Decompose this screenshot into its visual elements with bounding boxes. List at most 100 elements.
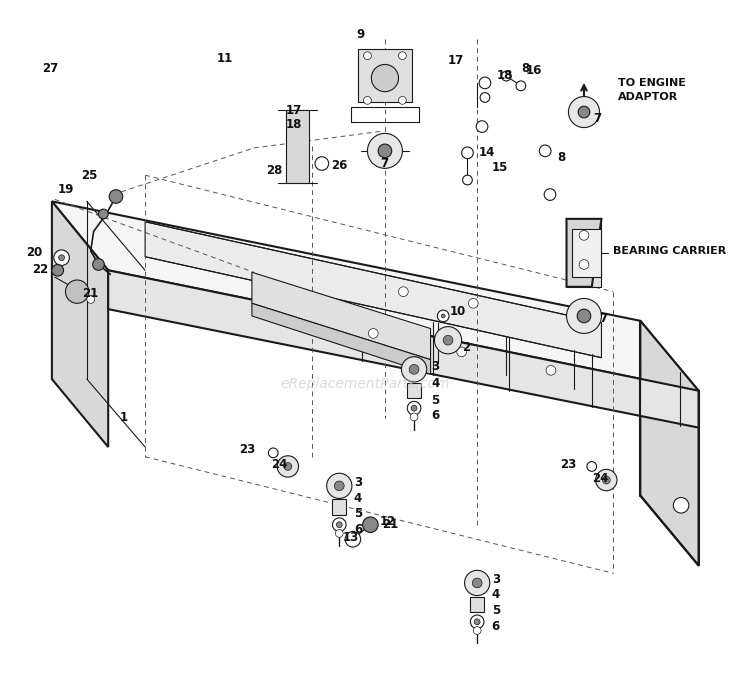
Text: 4: 4 bbox=[492, 588, 500, 601]
Text: 11: 11 bbox=[217, 52, 233, 65]
Circle shape bbox=[337, 522, 342, 528]
Circle shape bbox=[284, 463, 292, 471]
Text: 17: 17 bbox=[448, 54, 464, 67]
Text: 16: 16 bbox=[526, 64, 542, 76]
Circle shape bbox=[674, 498, 688, 513]
Text: 17: 17 bbox=[286, 104, 302, 117]
Circle shape bbox=[364, 97, 371, 104]
Text: 6: 6 bbox=[492, 620, 500, 633]
Text: ADAPTOR: ADAPTOR bbox=[618, 92, 678, 102]
Text: 1: 1 bbox=[119, 411, 128, 425]
Circle shape bbox=[566, 298, 602, 334]
Circle shape bbox=[58, 255, 64, 261]
Circle shape bbox=[398, 97, 406, 104]
Text: 24: 24 bbox=[272, 458, 288, 471]
Circle shape bbox=[362, 517, 378, 532]
Polygon shape bbox=[286, 110, 309, 183]
Circle shape bbox=[398, 287, 408, 297]
Polygon shape bbox=[252, 272, 430, 359]
Text: 15: 15 bbox=[492, 161, 508, 174]
Text: 12: 12 bbox=[380, 515, 396, 528]
Polygon shape bbox=[640, 321, 698, 566]
Circle shape bbox=[332, 518, 346, 532]
Text: 25: 25 bbox=[81, 169, 98, 181]
Polygon shape bbox=[145, 222, 602, 358]
Text: 7: 7 bbox=[594, 113, 602, 125]
Circle shape bbox=[502, 72, 512, 81]
Text: 7: 7 bbox=[599, 312, 608, 325]
Circle shape bbox=[472, 578, 482, 588]
Circle shape bbox=[278, 456, 298, 477]
Circle shape bbox=[410, 364, 419, 374]
Polygon shape bbox=[566, 219, 602, 287]
Text: 19: 19 bbox=[58, 183, 74, 196]
Text: 13: 13 bbox=[344, 531, 359, 543]
Circle shape bbox=[596, 469, 617, 491]
Circle shape bbox=[371, 65, 398, 92]
Text: BEARING CARRIER: BEARING CARRIER bbox=[613, 246, 726, 256]
Circle shape bbox=[539, 145, 551, 156]
Circle shape bbox=[411, 405, 417, 411]
Circle shape bbox=[334, 481, 344, 491]
Text: 8: 8 bbox=[556, 152, 565, 164]
Circle shape bbox=[462, 147, 473, 158]
Text: 23: 23 bbox=[239, 443, 256, 457]
Circle shape bbox=[578, 106, 590, 118]
Circle shape bbox=[437, 310, 449, 322]
Circle shape bbox=[474, 619, 480, 625]
Text: 7: 7 bbox=[380, 157, 388, 170]
Text: 28: 28 bbox=[266, 164, 283, 177]
Circle shape bbox=[457, 347, 466, 357]
Circle shape bbox=[268, 448, 278, 458]
Text: 23: 23 bbox=[560, 458, 576, 471]
Text: 5: 5 bbox=[492, 604, 500, 616]
Circle shape bbox=[464, 571, 490, 596]
Circle shape bbox=[335, 530, 344, 537]
Text: 5: 5 bbox=[431, 394, 439, 407]
Text: 27: 27 bbox=[42, 62, 58, 75]
Text: 10: 10 bbox=[450, 304, 466, 318]
Text: 2: 2 bbox=[463, 341, 471, 354]
Circle shape bbox=[579, 260, 589, 270]
Text: 4: 4 bbox=[431, 377, 439, 391]
Circle shape bbox=[315, 156, 328, 170]
Polygon shape bbox=[332, 500, 346, 515]
Text: 18: 18 bbox=[286, 118, 302, 131]
Text: 5: 5 bbox=[354, 507, 362, 520]
Polygon shape bbox=[252, 303, 430, 374]
Text: 6: 6 bbox=[354, 523, 362, 536]
Circle shape bbox=[469, 298, 478, 308]
Circle shape bbox=[93, 259, 104, 270]
Text: 3: 3 bbox=[354, 477, 362, 489]
Polygon shape bbox=[470, 596, 484, 612]
Circle shape bbox=[568, 97, 599, 128]
Text: 20: 20 bbox=[26, 246, 42, 259]
Text: 21: 21 bbox=[382, 518, 398, 531]
Text: 8: 8 bbox=[520, 62, 529, 75]
Circle shape bbox=[546, 366, 556, 375]
Circle shape bbox=[476, 121, 488, 133]
Circle shape bbox=[407, 402, 421, 415]
Circle shape bbox=[87, 295, 94, 303]
Circle shape bbox=[544, 189, 556, 200]
Circle shape bbox=[110, 190, 123, 204]
Circle shape bbox=[401, 357, 427, 382]
Circle shape bbox=[602, 476, 610, 484]
Circle shape bbox=[480, 92, 490, 102]
Circle shape bbox=[443, 336, 453, 345]
Circle shape bbox=[463, 175, 472, 185]
Circle shape bbox=[54, 250, 69, 265]
Circle shape bbox=[368, 329, 378, 338]
Circle shape bbox=[410, 413, 418, 420]
Polygon shape bbox=[52, 202, 108, 447]
Text: 6: 6 bbox=[431, 409, 439, 423]
Circle shape bbox=[98, 209, 108, 219]
Circle shape bbox=[364, 52, 371, 60]
Polygon shape bbox=[566, 219, 602, 287]
Circle shape bbox=[587, 461, 596, 471]
Polygon shape bbox=[52, 202, 698, 391]
Circle shape bbox=[345, 532, 361, 547]
Circle shape bbox=[327, 473, 352, 498]
Polygon shape bbox=[407, 383, 421, 398]
Circle shape bbox=[579, 231, 589, 240]
